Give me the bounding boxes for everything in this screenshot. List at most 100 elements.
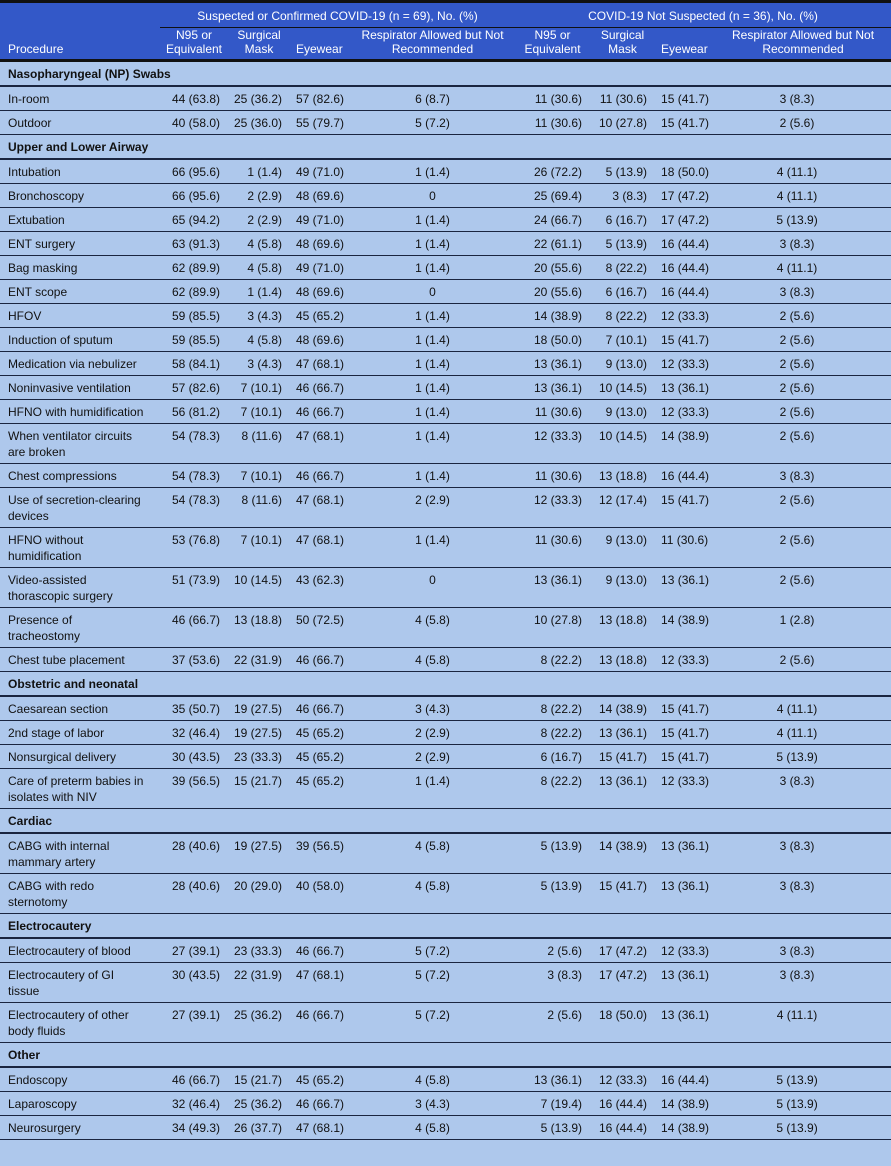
cell-respirator-allowed-suspected: 4 (5.8): [350, 647, 516, 672]
table-row: Use of secretion-clearing devices 54 (78.…: [0, 487, 891, 528]
cell-eyewear-not-suspected: 16 (44.4): [655, 231, 716, 256]
cell-respirator-allowed-not-suspected: 5 (13.9): [715, 1067, 891, 1092]
table-row: HFNO without humidification 53 (76.8) 7 (1…: [0, 527, 891, 568]
cell-respirator-allowed-suspected: 1 (1.4): [350, 375, 516, 400]
cell-n95-not-suspected: 22 (61.1): [515, 231, 591, 256]
cell-respirator-allowed-suspected: 4 (5.8): [350, 833, 516, 874]
table-row: CABG with redo sternotomy 28 (40.6) 20 (29…: [0, 873, 891, 914]
cell-n95-not-suspected: 5 (13.9): [515, 1115, 591, 1140]
cell-surgical-mask-not-suspected: 7 (10.1): [590, 327, 656, 352]
cell-eyewear-suspected: 45 (65.2): [290, 303, 350, 328]
cell-eyewear-suspected: 43 (62.3): [290, 567, 350, 608]
cell-n95-suspected: 30 (43.5): [160, 962, 228, 1003]
cell-n95-not-suspected: 8 (22.2): [515, 696, 591, 721]
cell-respirator-allowed-not-suspected: 3 (8.3): [715, 463, 891, 488]
cell-n95-not-suspected: 13 (36.1): [515, 567, 591, 608]
cell-surgical-mask-not-suspected: 5 (13.9): [590, 159, 656, 184]
table-row: Laparoscopy 32 (46.4) 25 (36.2) 46 (66.7) 3 …: [0, 1091, 891, 1116]
procedure-name: Bag masking: [0, 255, 160, 280]
cell-surgical-mask-not-suspected: 10 (14.5): [590, 423, 656, 464]
table-row: Electrocautery of GI tissue 30 (43.5) 22 (…: [0, 962, 891, 1003]
table-row: Medication via nebulizer 58 (84.1) 3 (4.3)…: [0, 351, 891, 376]
cell-eyewear-not-suspected: 14 (38.9): [655, 607, 716, 648]
cell-n95-not-suspected: 8 (22.2): [515, 647, 591, 672]
table-row: Outdoor 40 (58.0) 25 (36.0) 55 (79.7) 5 (7.2…: [0, 110, 891, 135]
cell-eyewear-suspected: 49 (71.0): [290, 255, 350, 280]
cell-eyewear-suspected: 46 (66.7): [290, 938, 350, 963]
table-row: Electrocautery of other body fluids 27 (3…: [0, 1002, 891, 1043]
cell-n95-not-suspected: 8 (22.2): [515, 720, 591, 745]
cell-respirator-allowed-not-suspected: 1 (2.8): [715, 607, 891, 648]
cell-respirator-allowed-not-suspected: 3 (8.3): [715, 768, 891, 809]
cell-eyewear-suspected: 45 (65.2): [290, 744, 350, 769]
column-header-eyewear-not-suspected: Eyewear: [655, 27, 716, 62]
cell-n95-not-suspected: 11 (30.6): [515, 86, 591, 111]
procedure-name: Video-assisted thorascopic surgery: [0, 567, 160, 608]
cell-respirator-allowed-suspected: 5 (7.2): [350, 110, 516, 135]
section-header-row: Upper and Lower Airway: [0, 134, 891, 160]
cell-eyewear-suspected: 50 (72.5): [290, 607, 350, 648]
cell-respirator-allowed-suspected: 1 (1.4): [350, 159, 516, 184]
procedure-name: Outdoor: [0, 110, 160, 135]
cell-eyewear-not-suspected: 14 (38.9): [655, 423, 716, 464]
cell-respirator-allowed-not-suspected: 4 (11.1): [715, 696, 891, 721]
section-title: Obstetric and neonatal: [0, 671, 891, 697]
cell-n95-suspected: 27 (39.1): [160, 938, 228, 963]
cell-n95-suspected: 28 (40.6): [160, 873, 228, 914]
table-row: Electrocautery of blood 27 (39.1) 23 (33.3…: [0, 938, 891, 963]
cell-respirator-allowed-not-suspected: 5 (13.9): [715, 1091, 891, 1116]
cell-n95-suspected: 34 (49.3): [160, 1115, 228, 1140]
cell-surgical-mask-not-suspected: 6 (16.7): [590, 279, 656, 304]
procedure-name: ENT scope: [0, 279, 160, 304]
cell-respirator-allowed-suspected: 1 (1.4): [350, 527, 516, 568]
cell-respirator-allowed-not-suspected: 2 (5.6): [715, 487, 891, 528]
cell-surgical-mask-suspected: 22 (31.9): [228, 962, 290, 1003]
cell-eyewear-suspected: 47 (68.1): [290, 351, 350, 376]
cell-surgical-mask-suspected: 3 (4.3): [228, 303, 290, 328]
cell-surgical-mask-not-suspected: 17 (47.2): [590, 938, 656, 963]
cell-surgical-mask-not-suspected: 10 (27.8): [590, 110, 656, 135]
cell-eyewear-not-suspected: 17 (47.2): [655, 183, 716, 208]
cell-eyewear-suspected: 55 (79.7): [290, 110, 350, 135]
cell-respirator-allowed-suspected: 5 (7.2): [350, 1002, 516, 1043]
cell-surgical-mask-suspected: 3 (4.3): [228, 351, 290, 376]
cell-eyewear-suspected: 57 (82.6): [290, 86, 350, 111]
cell-n95-not-suspected: 2 (5.6): [515, 1002, 591, 1043]
cell-surgical-mask-not-suspected: 18 (50.0): [590, 1002, 656, 1043]
cell-eyewear-not-suspected: 13 (36.1): [655, 833, 716, 874]
cell-respirator-allowed-suspected: 1 (1.4): [350, 327, 516, 352]
cell-respirator-allowed-not-suspected: 3 (8.3): [715, 938, 891, 963]
section-title: Electrocautery: [0, 913, 891, 939]
cell-n95-suspected: 57 (82.6): [160, 375, 228, 400]
cell-eyewear-not-suspected: 15 (41.7): [655, 744, 716, 769]
procedure-name: Neurosurgery: [0, 1115, 160, 1140]
cell-respirator-allowed-suspected: 4 (5.8): [350, 1115, 516, 1140]
cell-respirator-allowed-not-suspected: 4 (11.1): [715, 159, 891, 184]
table-row: Care of preterm babies in isolates with …: [0, 768, 891, 809]
cell-surgical-mask-not-suspected: 3 (8.3): [590, 183, 656, 208]
cell-eyewear-not-suspected: 15 (41.7): [655, 327, 716, 352]
cell-eyewear-suspected: 46 (66.7): [290, 647, 350, 672]
cell-surgical-mask-not-suspected: 8 (22.2): [590, 303, 656, 328]
cell-n95-suspected: 62 (89.9): [160, 255, 228, 280]
cell-eyewear-not-suspected: 13 (36.1): [655, 873, 716, 914]
cell-n95-suspected: 65 (94.2): [160, 207, 228, 232]
cell-n95-suspected: 37 (53.6): [160, 647, 228, 672]
cell-eyewear-suspected: 45 (65.2): [290, 720, 350, 745]
table-row: Chest tube placement 37 (53.6) 22 (31.9) 46…: [0, 647, 891, 672]
section-header-row: Electrocautery: [0, 913, 891, 939]
procedure-name: Extubation: [0, 207, 160, 232]
cell-n95-not-suspected: 11 (30.6): [515, 399, 591, 424]
cell-respirator-allowed-suspected: 1 (1.4): [350, 255, 516, 280]
cell-eyewear-not-suspected: 13 (36.1): [655, 962, 716, 1003]
cell-n95-not-suspected: 20 (55.6): [515, 279, 591, 304]
cell-respirator-allowed-not-suspected: 3 (8.3): [715, 279, 891, 304]
cell-eyewear-suspected: 39 (56.5): [290, 833, 350, 874]
cell-surgical-mask-suspected: 23 (33.3): [228, 744, 290, 769]
cell-respirator-allowed-not-suspected: 2 (5.6): [715, 110, 891, 135]
table-row: Neurosurgery 34 (49.3) 26 (37.7) 47 (68.1) 4…: [0, 1115, 891, 1140]
cell-eyewear-not-suspected: 13 (36.1): [655, 1002, 716, 1043]
column-header-n95-suspected: N95 or Equivalent: [160, 27, 228, 62]
section-header-row: Cardiac: [0, 808, 891, 834]
cell-surgical-mask-not-suspected: 16 (44.4): [590, 1115, 656, 1140]
